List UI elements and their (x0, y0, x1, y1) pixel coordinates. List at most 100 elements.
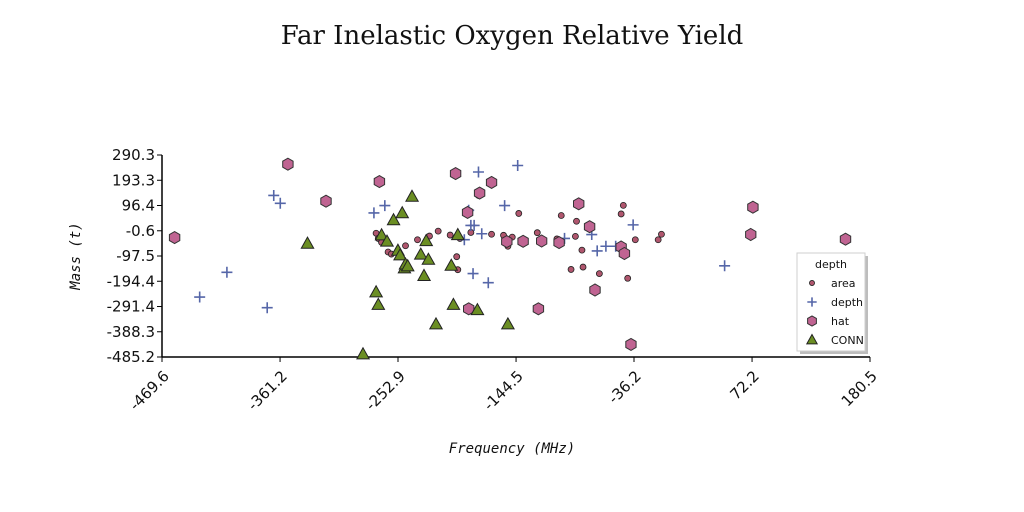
x-tick-label: 180.5 (838, 367, 881, 410)
legend-marker-depth (807, 297, 817, 307)
legend-marker-conn (805, 333, 819, 345)
data-point-area (579, 263, 587, 271)
data-point-hat (373, 175, 386, 189)
data-point-conn (413, 247, 428, 260)
data-point-depth (591, 245, 603, 257)
data-point-area (572, 232, 579, 240)
series-area (372, 192, 665, 282)
data-point-area (453, 253, 461, 261)
data-point-area (446, 231, 454, 239)
data-point-conn (417, 268, 432, 281)
y-tick-label: 290.3 (112, 146, 155, 164)
legend-label-conn: CONN (831, 334, 864, 347)
data-point-area (515, 210, 523, 217)
data-point-area (654, 236, 662, 244)
data-point-hat (618, 246, 631, 261)
data-point-area (488, 230, 495, 238)
y-tick-label: -194.4 (107, 272, 155, 290)
data-point-hat (501, 235, 513, 249)
y-tick-label: -388.3 (107, 323, 155, 341)
y-tick-label: -485.2 (107, 348, 155, 366)
data-point-conn (386, 212, 401, 226)
data-point-conn (419, 233, 434, 247)
data-point-area (617, 210, 625, 218)
x-tick-label: -252.9 (362, 367, 409, 414)
data-point-depth (467, 268, 479, 280)
data-point-conn (395, 205, 410, 219)
data-point-depth (261, 302, 273, 314)
data-point-hat (583, 220, 596, 234)
data-point-depth (221, 266, 233, 278)
data-point-area (619, 201, 627, 209)
data-point-depth (379, 200, 391, 212)
data-point-area (624, 274, 632, 282)
y-tick-label: -291.4 (107, 298, 155, 316)
data-point-area (557, 212, 565, 219)
data-point-depth (476, 228, 488, 240)
data-point-conn (356, 346, 371, 360)
data-point-depth (472, 166, 484, 178)
y-axis-label: Mass (t) (68, 222, 84, 290)
data-point-conn (379, 234, 395, 247)
legend-label-hat: hat (831, 315, 850, 328)
data-point-conn (371, 297, 386, 310)
data-point-hat (536, 234, 548, 248)
x-tick-label: -361.2 (244, 367, 291, 414)
data-point-conn (446, 297, 461, 310)
legend-items: area depth hat CONN (805, 277, 864, 347)
data-point-conn (470, 302, 485, 316)
data-point-area (414, 236, 421, 244)
y-tick-label: 193.3 (112, 171, 155, 189)
data-point-depth (512, 159, 524, 171)
data-point-area (595, 270, 603, 277)
data-point-area (578, 246, 586, 254)
data-point-conn (444, 258, 459, 271)
data-point-hat (168, 231, 181, 245)
data-point-area (658, 230, 665, 238)
data-point-depth (268, 189, 280, 201)
data-points (168, 157, 852, 360)
chart-title: Far Inelastic Oxygen Relative Yield (281, 21, 744, 51)
data-point-hat (449, 167, 462, 181)
data-point-hat (473, 186, 486, 200)
data-point-depth (719, 260, 731, 272)
data-point-conn (428, 316, 444, 330)
data-point-hat (745, 227, 757, 242)
data-point-conn (374, 227, 389, 241)
data-point-hat (461, 205, 474, 219)
data-point-hat (589, 283, 601, 297)
y-axis: 290.3 193.3 96.4 -0.6 -97.5 -194.4 -291.4 -388.… (107, 146, 163, 366)
y-tick-label: -97.5 (116, 247, 155, 265)
data-point-area (573, 217, 580, 225)
data-point-hat (463, 302, 475, 316)
data-point-conn (500, 316, 515, 330)
data-point-conn (400, 258, 415, 272)
x-tick-label: -36.2 (605, 367, 645, 407)
data-point-depth (600, 240, 612, 252)
legend-marker-hat (807, 315, 817, 327)
data-point-area (533, 229, 541, 237)
legend-title: depth (815, 258, 847, 271)
data-point-hat (532, 302, 545, 316)
data-point-hat (517, 234, 529, 248)
data-point-hat (625, 337, 637, 351)
data-point-depth (627, 219, 639, 231)
data-point-conn (369, 284, 384, 298)
data-point-depth (194, 291, 206, 303)
data-point-hat (485, 175, 498, 189)
data-point-hat (282, 157, 294, 171)
data-point-hat (320, 194, 332, 208)
x-axis: -469.6 -361.2 -252.9 -144.5 -36.2 72.2 180.5 (126, 356, 881, 414)
legend-label-depth: depth (831, 296, 863, 309)
data-point-hat (747, 200, 759, 214)
legend: depth area depth hat CONN (796, 252, 868, 354)
data-point-conn (421, 252, 436, 265)
plot-area: 290.3 193.3 96.4 -0.6 -97.5 -194.4 -291.4 -388.… (107, 146, 881, 414)
x-tick-label: -144.5 (480, 367, 527, 414)
y-tick-label: 96.4 (122, 197, 155, 215)
data-point-conn (300, 236, 315, 249)
data-point-area (402, 242, 409, 250)
x-axis-label: Frequency (MHz) (449, 441, 575, 457)
series-conn (300, 189, 515, 360)
